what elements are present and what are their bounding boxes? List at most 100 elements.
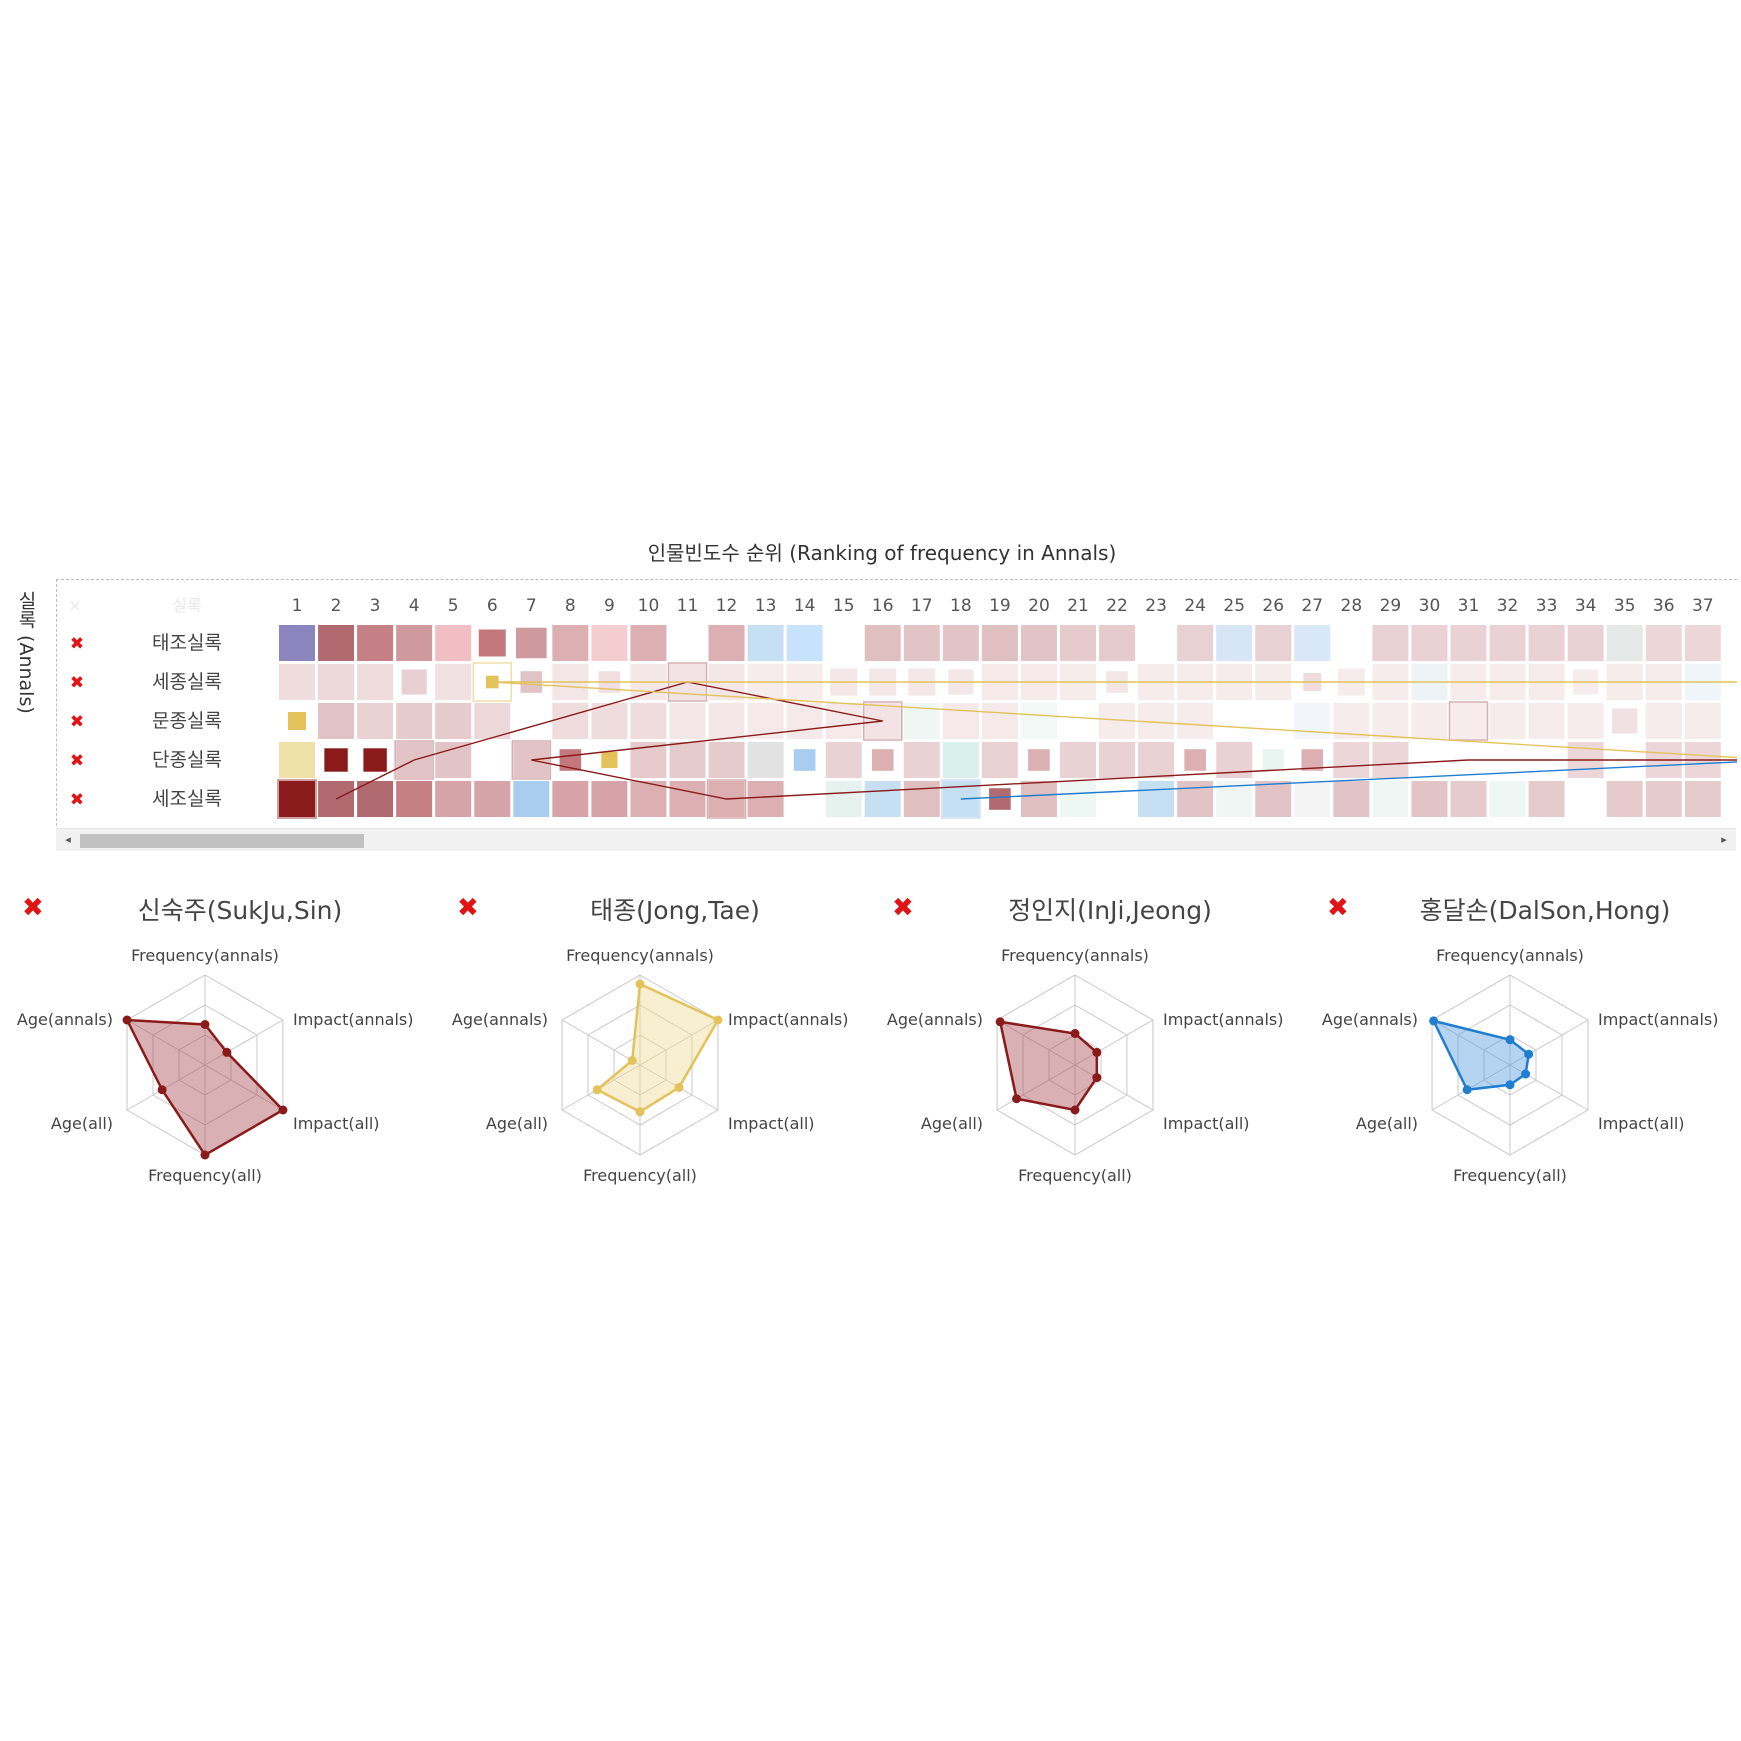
heatmap-cell[interactable] (1528, 625, 1565, 661)
heatmap-cell[interactable] (513, 781, 550, 817)
heatmap-cell[interactable] (1528, 703, 1565, 739)
heatmap-cell[interactable] (1645, 703, 1682, 739)
radar-data-point[interactable] (1429, 1016, 1439, 1026)
heatmap-cell[interactable] (1450, 625, 1487, 661)
radar-data-point[interactable] (635, 1107, 645, 1117)
heatmap-cell[interactable] (1684, 703, 1721, 739)
heatmap-cell[interactable] (708, 703, 745, 739)
heatmap-cell[interactable] (669, 742, 706, 778)
scroll-left-arrow-icon[interactable]: ◂ (65, 833, 71, 846)
heatmap-cell[interactable] (1020, 625, 1057, 661)
heatmap-cell[interactable] (1684, 781, 1721, 817)
heatmap-cell[interactable] (591, 781, 628, 817)
heatmap-cell[interactable] (864, 781, 901, 817)
heatmap-cell[interactable] (288, 712, 306, 730)
heatmap-cell[interactable] (1567, 625, 1604, 661)
heatmap-cell[interactable] (435, 625, 472, 661)
heatmap-cell[interactable] (708, 742, 745, 778)
heatmap-cell[interactable] (1028, 749, 1050, 771)
heatmap-cell[interactable] (1177, 781, 1214, 817)
scroll-right-arrow-icon[interactable]: ▸ (1721, 833, 1727, 846)
heatmap-cell[interactable] (1411, 781, 1448, 817)
heatmap-cell[interactable] (318, 625, 355, 661)
heatmap-cell[interactable] (1177, 703, 1214, 739)
heatmap-cell[interactable] (747, 625, 784, 661)
heatmap-cell[interactable] (1255, 625, 1292, 661)
heatmap-cell[interactable] (357, 625, 394, 661)
remove-row-close-icon[interactable]: ✖ (70, 790, 84, 810)
heatmap-cell[interactable] (1060, 625, 1096, 661)
heatmap-cell[interactable] (747, 781, 784, 817)
heatmap-cell[interactable] (435, 742, 472, 778)
heatmap-cell[interactable] (357, 664, 394, 700)
radar-data-point[interactable] (1521, 1069, 1531, 1079)
heatmap-cell[interactable] (793, 749, 816, 771)
heatmap-cell[interactable] (747, 742, 784, 778)
heatmap-cell[interactable] (1294, 703, 1331, 739)
radar-data-point[interactable] (278, 1105, 288, 1115)
heatmap-cell[interactable] (1450, 781, 1487, 817)
heatmap-cell[interactable] (396, 703, 433, 739)
heatmap-cell[interactable] (1372, 781, 1409, 817)
heatmap-cell[interactable] (474, 781, 511, 817)
heatmap-cell[interactable] (357, 781, 394, 817)
heatmap-cell[interactable] (279, 742, 315, 778)
heatmap-cell[interactable] (552, 625, 589, 661)
radar-data-point[interactable] (200, 1020, 210, 1029)
heatmap-cell[interactable] (825, 703, 862, 739)
heatmap-cell[interactable] (1645, 781, 1682, 817)
heatmap-cell[interactable] (357, 703, 394, 739)
heatmap-cell[interactable] (435, 703, 472, 739)
heatmap-cell[interactable] (1411, 625, 1448, 661)
heatmap-cell[interactable] (669, 781, 706, 817)
heatmap-cell[interactable] (786, 625, 823, 661)
heatmap-cell[interactable] (1184, 749, 1206, 771)
heatmap-cell[interactable] (1333, 742, 1370, 778)
heatmap-cell[interactable] (474, 703, 511, 739)
heatmap-cell[interactable] (1645, 625, 1682, 661)
radar-data-point[interactable] (635, 979, 645, 989)
heatmap-cell[interactable] (630, 781, 667, 817)
heatmap-cell[interactable] (591, 703, 628, 739)
heatmap-cell[interactable] (1099, 742, 1136, 778)
heatmap-cell[interactable] (669, 703, 706, 739)
radar-data-point[interactable] (1092, 1073, 1102, 1083)
heatmap-cell[interactable] (1177, 625, 1214, 661)
radar-data-point[interactable] (1092, 1047, 1102, 1057)
heatmap-cell[interactable] (825, 742, 862, 778)
heatmap-cell[interactable] (942, 742, 979, 778)
heatmap-cell[interactable] (1020, 781, 1057, 817)
radar-data-point[interactable] (674, 1083, 684, 1092)
heatmap-cell[interactable] (1606, 781, 1643, 817)
heatmap-cell[interactable] (279, 781, 315, 817)
radar-data-point[interactable] (1070, 1029, 1080, 1038)
heatmap-cell[interactable] (396, 625, 433, 661)
heatmap-cell[interactable] (1489, 625, 1526, 661)
heatmap-cell[interactable] (708, 625, 745, 661)
heatmap-cell[interactable] (363, 748, 387, 772)
remove-row-close-icon[interactable]: ✖ (70, 634, 84, 654)
heatmap-cell[interactable] (552, 781, 589, 817)
heatmap-cell[interactable] (981, 625, 1018, 661)
remove-row-close-icon[interactable]: ✖ (70, 751, 84, 771)
heatmap-cell[interactable] (1294, 781, 1331, 817)
heatmap-cell[interactable] (1411, 703, 1448, 739)
remove-row-close-icon[interactable]: ✖ (70, 673, 84, 693)
heatmap-cell[interactable] (1612, 708, 1638, 734)
heatmap-cell[interactable] (864, 625, 901, 661)
heatmap-cell[interactable] (435, 664, 472, 700)
heatmap-cell[interactable] (1138, 781, 1175, 817)
remove-row-close-icon[interactable]: ✖ (70, 712, 84, 732)
heatmap-cell[interactable] (1216, 625, 1253, 661)
heatmap-cell[interactable] (1333, 781, 1370, 817)
heatmap-cell[interactable] (516, 627, 547, 659)
close-icon[interactable]: ✖ (1327, 893, 1349, 923)
heatmap-cell[interactable] (601, 751, 618, 769)
heatmap-cell[interactable] (825, 781, 862, 817)
heatmap-cell[interactable] (279, 664, 315, 700)
heatmap-cell[interactable] (989, 788, 1011, 810)
heatmap-cell[interactable] (1020, 703, 1057, 739)
heatmap-cell[interactable] (1060, 742, 1096, 778)
heatmap-cell[interactable] (942, 703, 979, 739)
radar-data-point[interactable] (1505, 1080, 1515, 1090)
